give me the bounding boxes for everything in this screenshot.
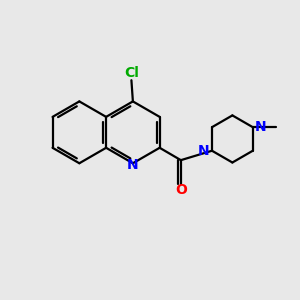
Text: O: O: [175, 183, 187, 196]
Text: Cl: Cl: [124, 66, 139, 80]
Text: N: N: [198, 144, 210, 158]
Text: N: N: [127, 158, 139, 172]
Text: N: N: [255, 120, 267, 134]
